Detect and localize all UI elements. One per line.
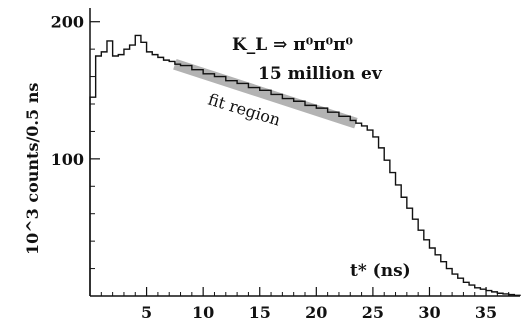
y-tick-label: 200 [51, 13, 84, 32]
events-annotation: 15 million ev [258, 64, 383, 84]
x-tick-label: 25 [362, 303, 384, 322]
histogram-line [89, 34, 521, 297]
x-tick-label: 10 [192, 303, 214, 322]
x-tick-label: 35 [475, 303, 497, 322]
x-axis-label: t* (ns) [350, 261, 411, 281]
x-tick-label: 20 [305, 303, 327, 322]
x-tick-label: 30 [418, 303, 440, 322]
y-tick-label: 100 [51, 150, 84, 169]
x-tick-label: 5 [141, 303, 152, 322]
x-tick-label: 15 [249, 303, 271, 322]
series [89, 34, 521, 297]
ticks: 5 10 15 20 25 30 35 100 200 [51, 13, 510, 322]
y-axis-label: 10^3 counts/0.5 ns [23, 83, 42, 255]
decay-annotation: K_L ⇒ π⁰π⁰π⁰ [232, 35, 353, 55]
